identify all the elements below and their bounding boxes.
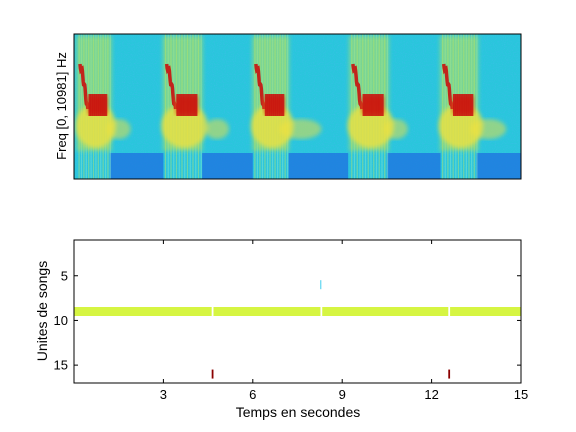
spectrogram-harmonic-stroke (190, 94, 193, 116)
spectrogram-harmonic-stroke (269, 94, 272, 116)
units-segment (450, 307, 521, 316)
spectrogram-image (75, 34, 521, 179)
spectrogram-low-band (476, 153, 521, 179)
spectrogram-harmonic-stroke (102, 94, 106, 116)
spectrogram-sweep (78, 63, 90, 110)
spectrogram-low-band (288, 153, 349, 179)
spectrogram-harmonic-stroke (192, 94, 196, 116)
spectrogram-song-2 (161, 34, 208, 179)
spectrogram-harmonic-stroke (180, 94, 184, 116)
spectrogram-harmonic-stroke (371, 94, 375, 116)
spectrogram-harmonic-stroke (466, 94, 469, 116)
spectrogram-harmonic-stroke (185, 94, 189, 116)
spectrogram-harmonic-stroke (98, 94, 102, 116)
spectrogram-smudge (383, 119, 408, 139)
y-tick-label: 10 (54, 313, 68, 328)
spectrogram-smudge (470, 119, 507, 139)
spectrogram-harmonic-stroke (178, 94, 182, 116)
spectrogram-smudge (279, 119, 322, 139)
units-series-6 (320, 280, 322, 290)
spectrogram-harmonic-stroke (96, 94, 100, 116)
units-frame (73, 239, 522, 384)
units-series-9 (74, 307, 521, 316)
x-tick-label: 9 (339, 387, 346, 402)
spectrogram-harmonic-stroke (183, 94, 186, 116)
spectrogram-smudge (205, 119, 230, 139)
spectrogram-ylabel: Freq [0, 10981] Hz (54, 52, 69, 160)
spectrogram-harmonic-stroke (281, 94, 285, 116)
spectrogram-harmonic-stroke (194, 94, 198, 116)
y-tick-label: 5 (61, 268, 68, 283)
spectrogram-harmonic-stroke (94, 94, 98, 116)
units-segment (320, 280, 322, 290)
spectrogram-harmonic-stroke (100, 94, 104, 116)
spectrogram-sweep (164, 63, 178, 110)
x-tick-label: 6 (249, 387, 256, 402)
spectrogram-harmonic-stroke (277, 94, 281, 116)
units-segment (448, 369, 451, 379)
units-segment (213, 307, 321, 316)
units-segment (322, 307, 449, 316)
spectrogram-panel: Freq [0, 10981] Hz (54, 33, 522, 180)
spectrogram-harmonic-stroke (378, 94, 382, 116)
spectrogram-harmonic-stroke (90, 94, 94, 116)
spectrogram-sweep (254, 63, 266, 110)
x-tick-label: 3 (160, 387, 167, 402)
spectrogram-harmonic-stroke (376, 94, 380, 116)
spectrogram-smudge (106, 119, 131, 139)
spectrogram-harmonic-stroke (461, 94, 465, 116)
spectrogram-harmonic-stroke (464, 94, 467, 116)
units-ylabel: Unites de songs (34, 261, 50, 361)
spectrogram-harmonic-stroke (455, 94, 458, 116)
spectrogram-harmonic-stroke (468, 94, 472, 116)
x-tick-label: 12 (424, 387, 438, 402)
spectrogram-harmonic-stroke (362, 94, 366, 116)
spectrogram-harmonic-stroke (374, 94, 377, 116)
spectrogram-harmonic-stroke (264, 94, 268, 116)
spectrogram-harmonic-stroke (271, 94, 274, 116)
spectrogram-harmonic-stroke (369, 94, 373, 116)
spectrogram-song-4 (347, 34, 395, 179)
spectrogram-harmonic-stroke (381, 94, 384, 116)
spectrogram-harmonic-stroke (176, 94, 179, 116)
units-series-16 (211, 369, 451, 379)
units-xlabel: Temps en secondes (236, 404, 361, 420)
spectrogram-harmonic-stroke (88, 94, 91, 116)
spectrogram-harmonic-stroke (266, 94, 270, 116)
units-segment (211, 369, 214, 379)
spectrogram-harmonic-stroke (187, 94, 191, 116)
spectrogram-low-band (386, 153, 441, 179)
spectrogram-harmonic-stroke (275, 94, 278, 116)
spectrogram-harmonic-stroke (452, 94, 456, 116)
spectrogram-harmonic-stroke (279, 94, 283, 116)
units-marks (74, 280, 521, 379)
spectrogram-harmonic-stroke (273, 94, 276, 116)
spectrogram-harmonic-stroke (364, 94, 368, 116)
spectrogram-harmonic-stroke (367, 94, 370, 116)
spectrogram-harmonic-stroke (459, 94, 463, 116)
spectrogram-low-band (202, 153, 253, 179)
spectrogram-song-3 (251, 34, 294, 179)
spectrogram-low-band (109, 153, 164, 179)
y-tick-label: 15 (54, 358, 68, 373)
spectrogram-song-1 (75, 34, 117, 179)
spectrogram-harmonic-stroke (470, 94, 474, 116)
spectrogram-harmonic-stroke (92, 94, 96, 116)
units-segment (74, 307, 212, 316)
spectrogram-sweep (441, 63, 455, 110)
spectrogram-song-5 (438, 34, 484, 179)
spectrogram-harmonic-stroke (457, 94, 460, 116)
units-panel: 3 6 9 12 15 5 10 15 Temps en secondes Unites de… (34, 239, 528, 420)
spectrogram-sweep (351, 63, 364, 110)
spectrogram-harmonic-stroke (104, 94, 108, 116)
x-tick-label: 15 (514, 387, 528, 402)
spectrogram-frame (73, 33, 522, 180)
